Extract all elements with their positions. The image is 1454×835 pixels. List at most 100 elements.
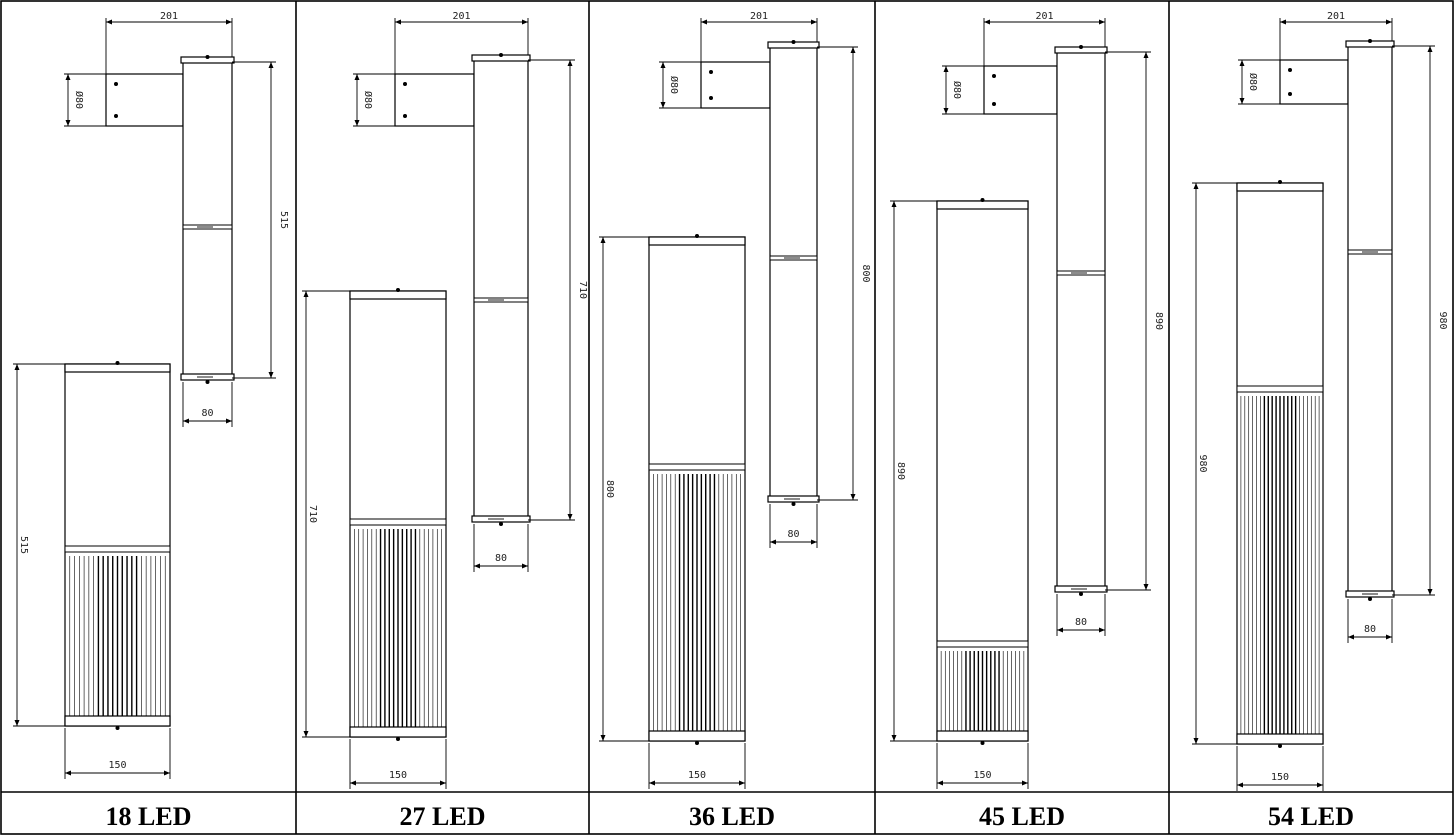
arrow-head (1099, 19, 1105, 25)
arrow-head (268, 62, 274, 68)
arrow-head (1239, 98, 1245, 104)
ribbed-lens (940, 651, 1025, 731)
arrow-head (739, 780, 745, 786)
bracket-screw (1288, 68, 1292, 72)
bracket-screw (992, 74, 996, 78)
arrow-head (850, 47, 856, 53)
top-screw (499, 53, 503, 57)
bracket-screw (403, 114, 407, 118)
panel-label: 54 LED (1268, 802, 1354, 831)
arrow-head (567, 514, 573, 520)
arrow-head (183, 418, 189, 424)
bracket-screw (114, 114, 118, 118)
tall-height-dimension: 890 (1153, 312, 1164, 330)
arrow-head (701, 19, 707, 25)
wall-bracket (1279, 59, 1349, 105)
tall-height-dimension: 800 (860, 264, 871, 282)
ribbed-lens (653, 474, 741, 731)
short-height-dimension: 890 (895, 462, 906, 480)
tall-width-dimension: 80 (1364, 624, 1376, 635)
base-screw (1278, 744, 1282, 748)
arrow-head (350, 780, 356, 786)
arrow-head (1348, 634, 1354, 640)
lens-band (349, 518, 447, 526)
arrow-head (1057, 627, 1063, 633)
short-height-dimension: 800 (604, 480, 615, 498)
arrow-head (1280, 19, 1286, 25)
wall-bracket (700, 61, 771, 109)
arrow-head (937, 780, 943, 786)
arrow-head (1386, 634, 1392, 640)
bracket-diameter: Ø80 (73, 91, 85, 109)
arrow-head (1237, 782, 1243, 788)
short-column-base (648, 730, 746, 742)
arrow-head (1143, 584, 1149, 590)
tall-width-dimension: 80 (201, 408, 213, 419)
arrow-head (567, 60, 573, 66)
short-width-dimension: 150 (108, 760, 126, 771)
arm-dimension: 201 (452, 11, 470, 22)
panel-3: 201 Ø80 800 80 800 150 36 LED (599, 11, 871, 831)
bottom-screw (1079, 592, 1083, 596)
arrow-head (226, 418, 232, 424)
arrow-head (1386, 19, 1392, 25)
top-screw (791, 40, 796, 44)
bracket-screw (709, 70, 713, 74)
wall-bracket (105, 73, 184, 127)
panel-label: 18 LED (106, 802, 192, 831)
arrow-head (1022, 780, 1028, 786)
base-screw (115, 726, 120, 730)
top-screw (695, 234, 699, 238)
short-column-top-cap (648, 236, 746, 246)
arrow-head (395, 19, 401, 25)
tall-height-dimension: 515 (278, 211, 289, 229)
arrow-head (943, 108, 949, 114)
arrow-head (65, 120, 71, 126)
arrow-head (303, 291, 309, 297)
bracket-screw (114, 82, 118, 86)
arrow-head (1193, 183, 1199, 189)
tall-column-body (1056, 51, 1106, 591)
short-height-dimension: 980 (1197, 454, 1208, 472)
bracket-diameter: Ø80 (362, 91, 374, 109)
arrow-head (65, 74, 71, 80)
arrow-head (1239, 60, 1245, 66)
arrow-head (850, 494, 856, 500)
top-screw (115, 361, 120, 365)
tall-width-dimension: 80 (1075, 617, 1087, 628)
top-screw (1278, 180, 1282, 184)
bottom-screw (499, 522, 503, 526)
top-screw (980, 198, 985, 202)
arrow-head (1099, 627, 1105, 633)
arrow-head (106, 19, 112, 25)
base-screw (396, 737, 400, 741)
tall-column-body (769, 46, 818, 501)
tall-height-dimension: 980 (1437, 311, 1448, 329)
base-screw (695, 741, 699, 745)
arrow-head (522, 563, 528, 569)
arrow-head (14, 364, 20, 370)
tall-height-dimension: 710 (577, 281, 588, 299)
tall-width-dimension: 80 (495, 553, 507, 564)
bracket-diameter: Ø80 (1247, 73, 1259, 91)
tall-column-body (473, 59, 529, 521)
arrow-head (164, 770, 170, 776)
tall-column-body (182, 61, 233, 379)
panel-4: 201 Ø80 890 80 890 150 45 LED (890, 11, 1164, 831)
bracket-screw (403, 82, 407, 86)
arrow-head (354, 74, 360, 80)
arrow-head (943, 66, 949, 72)
short-column-base (936, 730, 1029, 742)
arrow-head (649, 780, 655, 786)
bracket-diameter: Ø80 (951, 81, 963, 99)
panel-label: 45 LED (979, 802, 1065, 831)
arrow-head (770, 539, 776, 545)
short-height-dimension: 710 (307, 505, 318, 523)
panel-2: 201 Ø80 710 80 710 150 27 LED (302, 11, 588, 831)
arrow-head (522, 19, 528, 25)
arrow-head (1427, 46, 1433, 52)
arrow-head (65, 770, 71, 776)
ribbed-lens (354, 529, 442, 727)
wall-bracket (394, 73, 475, 127)
